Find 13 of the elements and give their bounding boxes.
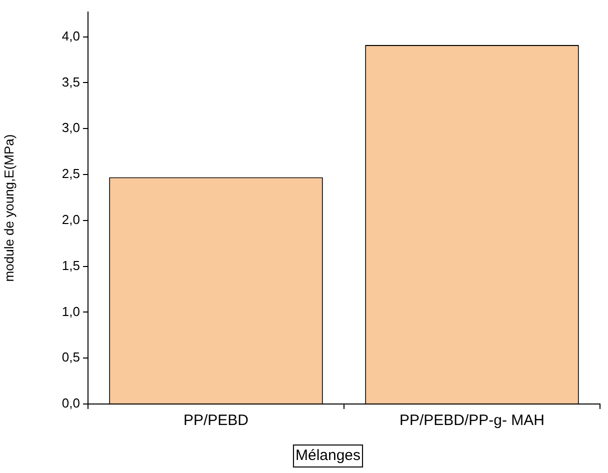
x-tick-label: PP/PEBD/PP-g- MAH <box>399 412 545 430</box>
y-tick-label: 4,0 <box>62 28 80 44</box>
y-tick-label: 0,5 <box>62 350 80 365</box>
y-tick-label: 1,0 <box>62 304 80 319</box>
y-tick-label: 0,0 <box>62 396 80 411</box>
y-tick-label: 2,5 <box>62 166 80 182</box>
y-tick-label: 3,5 <box>62 74 80 90</box>
y-tick-label: 1,5 <box>62 258 80 273</box>
y-axis-title: module de young,E(MPa) <box>1 134 16 282</box>
x-axis-title: Mélanges <box>295 447 361 464</box>
x-tick-label: PP/PEBD <box>183 412 249 430</box>
y-tick-label: 2,0 <box>62 212 80 227</box>
y-tick-label: 3,0 <box>62 120 80 136</box>
